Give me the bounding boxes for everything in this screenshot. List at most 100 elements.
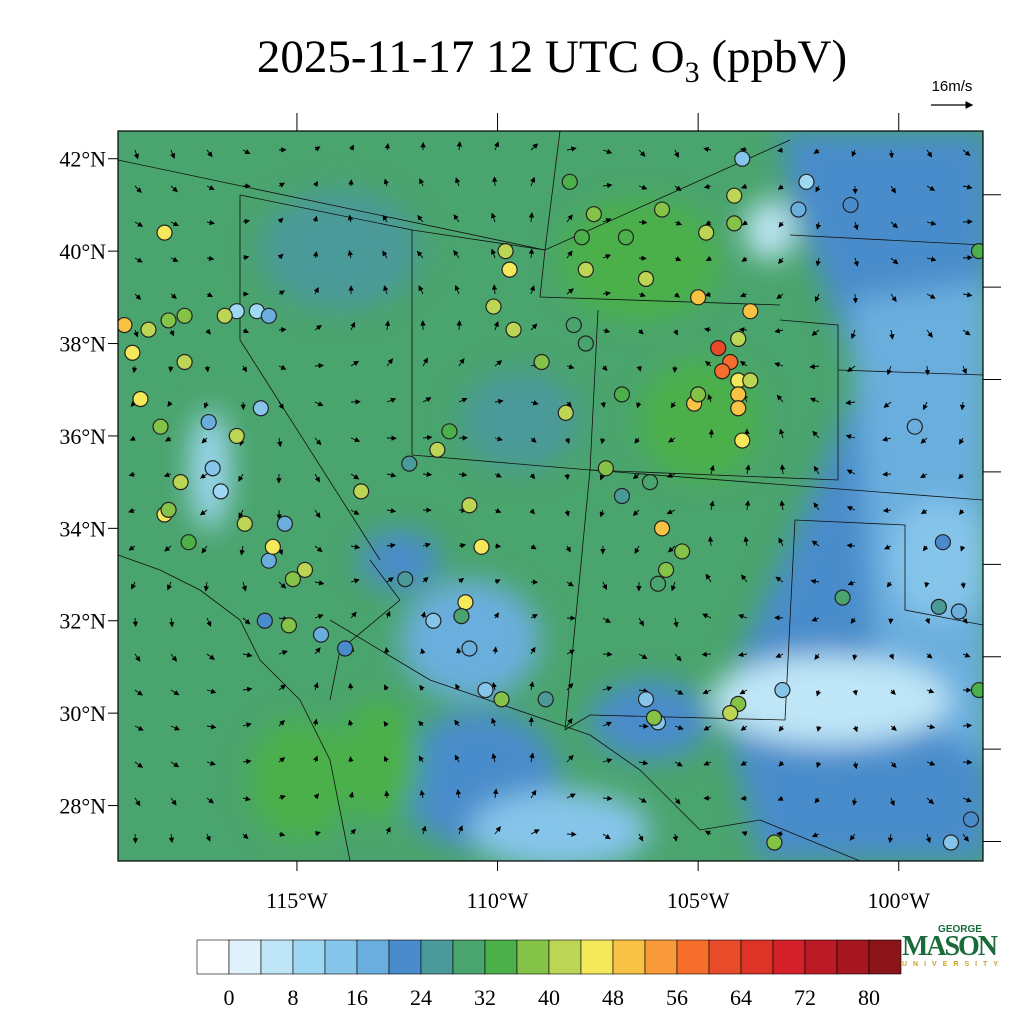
wind-vector: [851, 797, 858, 806]
wind-vector: [889, 797, 895, 807]
colorbar-box: [324, 939, 358, 975]
wind-vector: [809, 397, 820, 403]
wind-vector: [638, 617, 644, 627]
wind-vector: [530, 437, 537, 443]
wind-vector: [350, 828, 357, 835]
station: [156, 224, 173, 241]
station: [730, 386, 747, 403]
wind-vector: [314, 362, 324, 369]
wind-vector: [601, 365, 608, 372]
wind-vector: [890, 257, 899, 265]
wind-vector: [705, 573, 712, 583]
wind-vector: [529, 285, 535, 295]
wind-vector: [674, 292, 681, 298]
wind-vector: [278, 684, 287, 691]
wind-vector: [668, 437, 676, 443]
colorbar-label: 72: [794, 985, 816, 1010]
wind-vector: [455, 683, 461, 691]
wind-vector: [924, 617, 930, 625]
wind-vector: [132, 617, 139, 627]
wind-vector: [920, 508, 928, 515]
wind-vector: [382, 250, 388, 259]
colorbar-box: [708, 939, 742, 975]
station: [637, 691, 655, 708]
wind-vector: [566, 288, 574, 295]
wind-vector: [704, 291, 712, 297]
wind-vector: [740, 795, 748, 801]
station: [180, 534, 197, 551]
wind-vector: [314, 437, 322, 446]
wind-vector: [815, 257, 821, 267]
wind-vector: [350, 321, 356, 331]
lon-tick-label: 100°W: [867, 888, 930, 913]
wind-vector: [418, 720, 424, 727]
wind-vector: [632, 473, 640, 480]
wind-vector: [314, 146, 321, 152]
wind-vector: [850, 329, 856, 340]
station: [280, 617, 298, 634]
colorbar-box: [292, 939, 326, 975]
wind-vector: [419, 684, 425, 691]
wind-vector: [313, 793, 320, 800]
wind-vector: [455, 789, 462, 799]
wind-vector: [739, 292, 748, 298]
logo: GEORGE MASON UNIVERSITY: [902, 924, 998, 968]
station: [930, 598, 947, 615]
wind-vector: [384, 684, 389, 691]
wind-vector: [494, 826, 501, 835]
station: [906, 418, 923, 435]
wind-vector: [529, 508, 536, 515]
wind-vector: [674, 185, 682, 192]
wind-vector: [453, 250, 460, 259]
station: [734, 432, 751, 449]
wind-vector: [494, 472, 502, 478]
lat-tick-label: 32°N: [59, 609, 106, 634]
wind-vector: [741, 574, 748, 583]
wind-vector: [206, 724, 217, 730]
wind-vector: [421, 825, 427, 835]
colorbar-label: 24: [410, 985, 432, 1010]
wind-vector: [602, 833, 611, 840]
wind-vector: [775, 652, 784, 658]
wind-vector: [811, 832, 820, 838]
wind-vector: [960, 545, 966, 552]
wind-vector: [814, 293, 820, 303]
wind-vector: [348, 682, 354, 691]
station: [834, 589, 851, 606]
wind-vector: [920, 472, 928, 479]
wind-vector: [314, 614, 324, 620]
wind-vector: [707, 393, 713, 403]
wind-vector: [637, 328, 644, 335]
wind-vector: [776, 394, 784, 403]
wind-vector: [566, 214, 573, 223]
wind-vector: [201, 437, 208, 444]
station: [260, 307, 277, 324]
lat-tick-label: 36°N: [59, 424, 106, 449]
colorbar-label: 0: [224, 985, 235, 1010]
wind-vector: [490, 212, 497, 223]
wind-vector: [602, 795, 613, 802]
wind-vector: [386, 508, 397, 514]
wind-vector: [170, 293, 177, 299]
wind-vector: [847, 365, 856, 373]
lat-tick-label: 38°N: [59, 332, 106, 357]
station: [172, 474, 189, 491]
wind-vector: [778, 760, 785, 767]
colorbar-box: [548, 939, 582, 975]
wind-vector: [530, 400, 539, 406]
wind-vector: [816, 725, 822, 733]
station: [710, 340, 727, 357]
wind-vector: [350, 611, 357, 619]
wind-vector: [850, 617, 857, 624]
wind-vector: [491, 284, 498, 295]
colorbar-box: [676, 939, 710, 975]
station: [714, 363, 731, 380]
colorbar-box: [644, 939, 678, 975]
wind-vector: [170, 149, 176, 159]
wind-vector: [242, 617, 251, 625]
wind-vector: [454, 719, 460, 727]
wind-vector: [702, 689, 712, 695]
wind-vector: [962, 329, 971, 336]
wind-vector: [530, 646, 536, 655]
wind-vector: [170, 256, 179, 262]
